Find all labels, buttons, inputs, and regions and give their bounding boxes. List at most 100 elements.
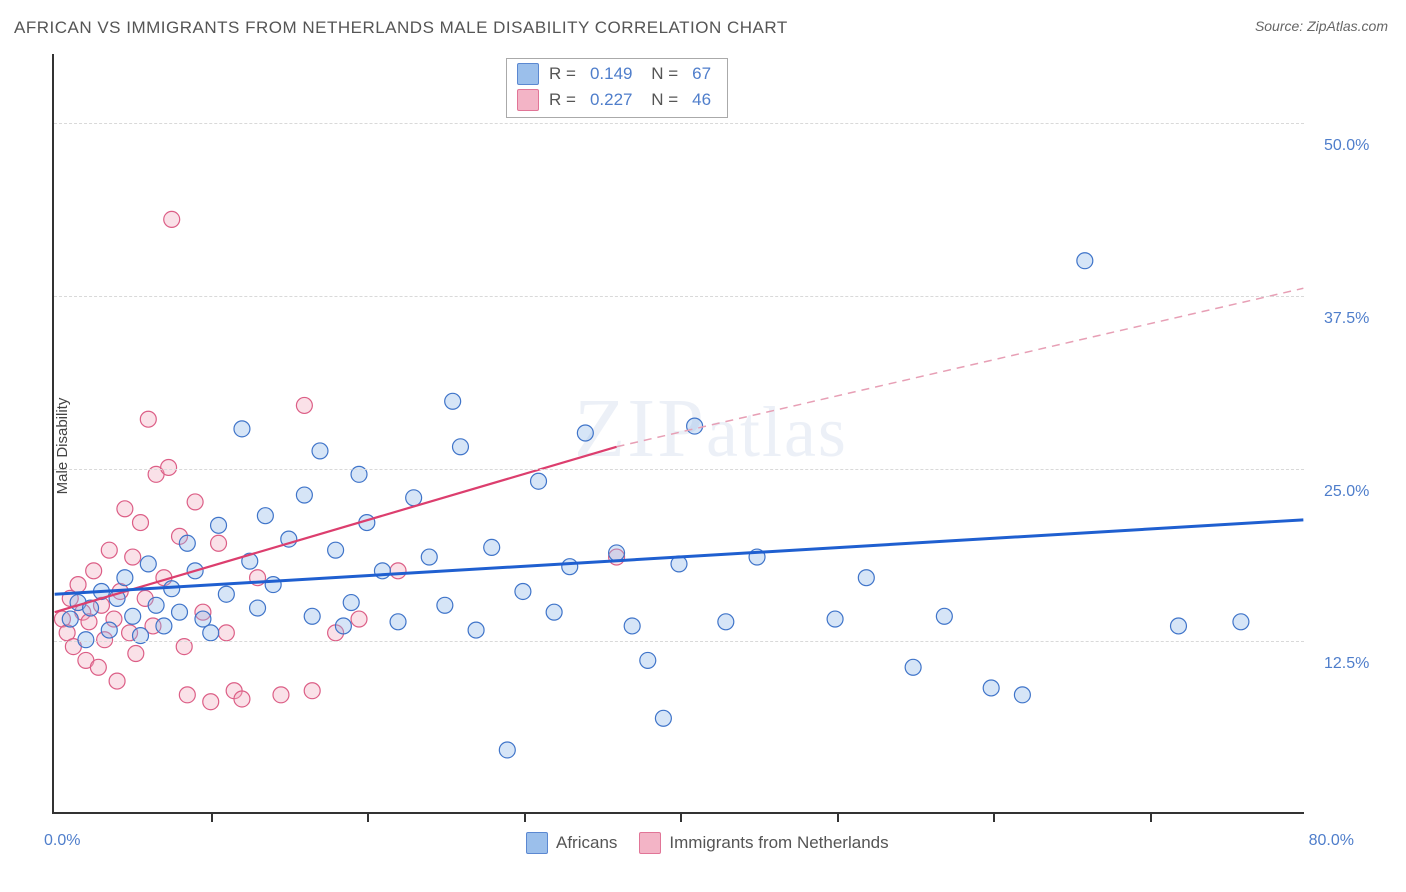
y-tick-label: 25.0% bbox=[1324, 483, 1369, 501]
r-blue: 0.149 bbox=[586, 64, 637, 84]
data-point bbox=[133, 515, 149, 531]
swatch-pink-2 bbox=[639, 832, 661, 854]
data-point bbox=[687, 418, 703, 434]
gridline bbox=[54, 123, 1304, 124]
data-point bbox=[140, 411, 156, 427]
data-point bbox=[203, 625, 219, 641]
data-point bbox=[164, 211, 180, 227]
data-point bbox=[257, 508, 273, 524]
data-point bbox=[983, 680, 999, 696]
data-point bbox=[304, 683, 320, 699]
data-point bbox=[172, 604, 188, 620]
data-point bbox=[273, 687, 289, 703]
data-point bbox=[531, 473, 547, 489]
data-point bbox=[90, 659, 106, 675]
x-tick bbox=[680, 812, 682, 822]
data-point bbox=[452, 439, 468, 455]
legend-row-pink: R =0.227 N =46 bbox=[517, 89, 715, 111]
data-point bbox=[905, 659, 921, 675]
data-point bbox=[101, 542, 117, 558]
data-point bbox=[390, 563, 406, 579]
r-pink: 0.227 bbox=[586, 90, 637, 110]
gridline bbox=[54, 641, 1304, 642]
data-point bbox=[265, 577, 281, 593]
trend-line bbox=[617, 288, 1304, 446]
data-point bbox=[156, 618, 172, 634]
data-point bbox=[125, 549, 141, 565]
data-point bbox=[343, 595, 359, 611]
data-point bbox=[515, 584, 531, 600]
x-end-label: 80.0% bbox=[1309, 832, 1354, 850]
x-start-label: 0.0% bbox=[44, 832, 80, 850]
source-label: Source: ZipAtlas.com bbox=[1255, 18, 1388, 34]
legend-row-blue: R =0.149 N =67 bbox=[517, 63, 715, 85]
y-tick-label: 37.5% bbox=[1324, 310, 1369, 328]
data-point bbox=[624, 618, 640, 634]
swatch-blue-2 bbox=[526, 832, 548, 854]
x-tick bbox=[524, 812, 526, 822]
data-point bbox=[296, 487, 312, 503]
data-point bbox=[128, 646, 144, 662]
legend-item-pink: Immigrants from Netherlands bbox=[639, 832, 888, 854]
data-point bbox=[390, 614, 406, 630]
data-point bbox=[304, 608, 320, 624]
data-point bbox=[1077, 253, 1093, 269]
data-point bbox=[468, 622, 484, 638]
data-point bbox=[78, 632, 94, 648]
data-point bbox=[562, 559, 578, 575]
plot-area: ZIPatlas R =0.149 N =67 R =0.227 N =46 A… bbox=[52, 54, 1304, 814]
x-tick bbox=[367, 812, 369, 822]
data-point bbox=[351, 611, 367, 627]
y-tick-label: 50.0% bbox=[1324, 137, 1369, 155]
legend-label-blue: Africans bbox=[556, 833, 617, 853]
data-point bbox=[858, 570, 874, 586]
data-point bbox=[211, 535, 227, 551]
data-point bbox=[445, 393, 461, 409]
data-point bbox=[211, 517, 227, 533]
data-point bbox=[117, 570, 133, 586]
gridline bbox=[54, 469, 1304, 470]
data-point bbox=[179, 535, 195, 551]
data-point bbox=[655, 710, 671, 726]
legend-label-pink: Immigrants from Netherlands bbox=[669, 833, 888, 853]
data-point bbox=[148, 597, 164, 613]
data-point bbox=[437, 597, 453, 613]
data-point bbox=[718, 614, 734, 630]
data-point bbox=[546, 604, 562, 620]
swatch-pink bbox=[517, 89, 539, 111]
x-tick bbox=[837, 812, 839, 822]
data-point bbox=[234, 691, 250, 707]
data-point bbox=[250, 600, 266, 616]
legend-item-blue: Africans bbox=[526, 832, 617, 854]
data-point bbox=[421, 549, 437, 565]
data-point bbox=[640, 652, 656, 668]
chart-title: AFRICAN VS IMMIGRANTS FROM NETHERLANDS M… bbox=[14, 18, 788, 38]
swatch-blue bbox=[517, 63, 539, 85]
data-point bbox=[335, 618, 351, 634]
data-point bbox=[312, 443, 328, 459]
data-point bbox=[187, 494, 203, 510]
data-point bbox=[328, 542, 344, 558]
data-point bbox=[1014, 687, 1030, 703]
legend-series: Africans Immigrants from Netherlands bbox=[526, 832, 889, 854]
data-point bbox=[86, 563, 102, 579]
gridline bbox=[54, 296, 1304, 297]
x-tick bbox=[211, 812, 213, 822]
x-tick bbox=[993, 812, 995, 822]
data-point bbox=[296, 397, 312, 413]
x-tick bbox=[1150, 812, 1152, 822]
data-point bbox=[234, 421, 250, 437]
data-point bbox=[125, 608, 141, 624]
y-tick-label: 12.5% bbox=[1324, 655, 1369, 673]
data-point bbox=[218, 625, 234, 641]
chart-svg bbox=[54, 54, 1304, 812]
data-point bbox=[827, 611, 843, 627]
data-point bbox=[609, 545, 625, 561]
data-point bbox=[406, 490, 422, 506]
data-point bbox=[117, 501, 133, 517]
data-point bbox=[936, 608, 952, 624]
data-point bbox=[101, 622, 117, 638]
data-point bbox=[218, 586, 234, 602]
data-point bbox=[62, 611, 78, 627]
data-point bbox=[499, 742, 515, 758]
